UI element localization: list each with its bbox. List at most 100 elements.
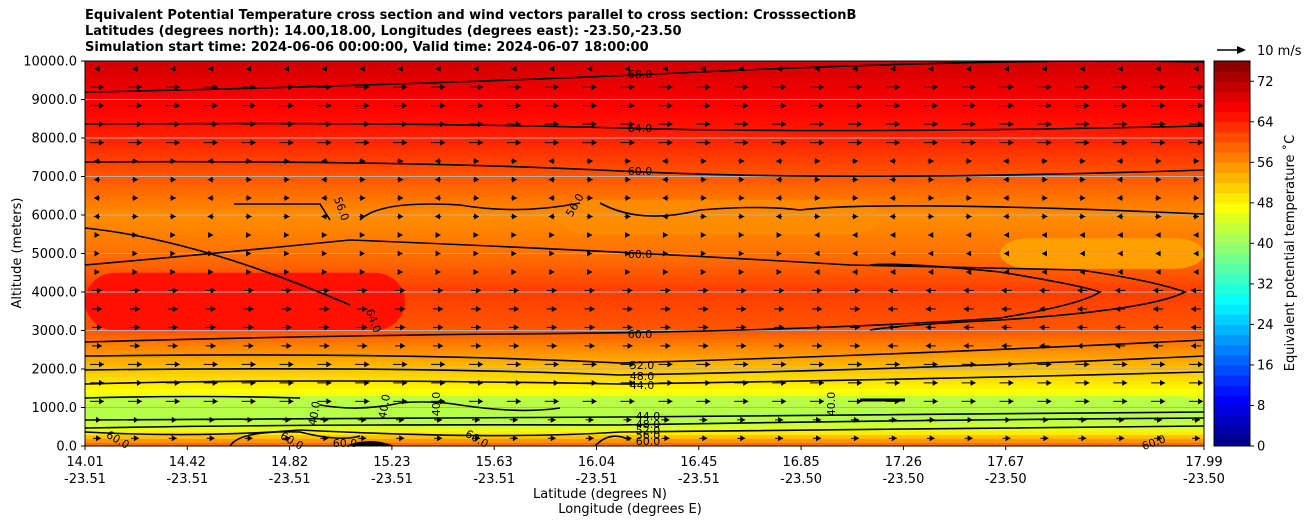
wind-arrow [1041, 176, 1048, 183]
wind-arrow [1193, 195, 1199, 202]
x-tick-label-lon: -23.50 [1183, 472, 1225, 487]
contour-band [85, 276, 1204, 282]
contour-label: 48.0 [630, 370, 655, 383]
contour-band [85, 145, 1204, 151]
wind-arrow [1191, 287, 1201, 294]
wind-arrow [203, 139, 218, 146]
wind-arrow [961, 121, 976, 128]
wind-arrow [999, 139, 1014, 146]
wind-arrow [355, 121, 370, 128]
wind-arrow [1003, 176, 1010, 183]
wind-arrow [393, 121, 408, 128]
wind-arrow [205, 324, 216, 331]
wind-arrow [93, 416, 101, 423]
wind-arrow [129, 342, 140, 349]
wind-arrow [1075, 139, 1090, 146]
contour-band [85, 80, 1204, 85]
wind-arrow [355, 84, 370, 91]
contour-band [85, 234, 1204, 239]
wind-arrow [548, 158, 555, 165]
wind-arrow [1079, 268, 1085, 275]
wind-arrow [1040, 416, 1049, 423]
wind-arrow [357, 305, 368, 312]
wind-arrow [624, 176, 631, 183]
colorbar-segment [1214, 152, 1250, 163]
wind-arrow [506, 84, 521, 91]
contour-band [85, 130, 1204, 135]
wind-arrow [431, 139, 446, 146]
wind-arrow [620, 398, 635, 405]
wind-arrow [734, 139, 749, 146]
wind-arrow [698, 287, 709, 294]
contour-label: 52.0 [636, 424, 661, 437]
colorbar-segment [1214, 283, 1250, 295]
wind-arrow [1189, 379, 1203, 386]
wind-arrow [1189, 121, 1203, 128]
colorbar-segment [1214, 223, 1250, 234]
wind-arrow [435, 176, 442, 183]
wind-arrow [738, 158, 745, 165]
contour-label: 48.0 [636, 418, 661, 431]
wind-arrow [584, 324, 595, 331]
wind-arrow [208, 268, 214, 275]
wind-arrow [1077, 305, 1088, 312]
wind-arrow [472, 195, 479, 202]
colorbar-segment [1214, 314, 1250, 325]
wind-arrow [357, 324, 368, 331]
wind-arrow [241, 361, 256, 368]
wind-arrow [1037, 84, 1052, 91]
contour-band [85, 153, 1204, 158]
wind-arrow [132, 268, 138, 275]
colorbar-segment [1214, 324, 1250, 336]
wind-arrow [772, 361, 787, 368]
colorbar-tick-label: 8 [1257, 399, 1265, 414]
contour-label: 60.0 [628, 165, 653, 178]
wind-arrow [283, 158, 290, 165]
wind-arrow [1193, 268, 1199, 275]
colorbar-label: Equivalent potential temperature ˚C [1282, 135, 1298, 371]
wind-arrow [587, 232, 593, 239]
wind-arrow [847, 102, 862, 109]
contour-band [85, 249, 1204, 255]
wind-arrow [321, 65, 327, 72]
wind-arrow [130, 416, 139, 423]
wind-arrow [1192, 435, 1200, 442]
wind-arrow [1154, 416, 1163, 423]
contour-band [85, 322, 1204, 328]
contour-band [85, 195, 1204, 201]
wind-arrow [397, 158, 404, 165]
wind-arrow [1117, 232, 1123, 239]
wind-arrow [321, 250, 327, 257]
wind-arrow [625, 232, 631, 239]
colorbar-segment [1214, 375, 1250, 386]
colorbar-segment [1214, 71, 1250, 82]
wind-arrow [357, 342, 368, 349]
wind-arrow [1001, 287, 1012, 294]
x-tick-label-lon: -23.51 [64, 472, 106, 487]
contour-label: 40.0 [306, 400, 323, 426]
wind-arrow [395, 287, 406, 294]
wind-arrow [814, 176, 821, 183]
wind-arrow [1041, 65, 1047, 72]
contour-band [85, 268, 1204, 274]
wind-arrow [548, 213, 555, 220]
wind-arrow [772, 379, 787, 386]
wind-arrow [928, 65, 934, 72]
wind-arrow [546, 287, 557, 294]
wind-arrow [472, 176, 479, 183]
wind-arrow [963, 287, 974, 294]
wind-arrow [851, 176, 858, 183]
wind-arrow [1193, 65, 1199, 72]
wind-arrow [396, 435, 405, 442]
wind-arrow [129, 324, 140, 331]
quiver-key-arrowhead [1237, 46, 1246, 54]
wind-arrow [241, 121, 256, 128]
wind-arrow [165, 398, 180, 405]
wind-arrow [431, 398, 446, 405]
colorbar-segment [1214, 243, 1250, 254]
contour-band [85, 388, 1204, 393]
wind-arrow [319, 287, 330, 294]
wind-arrow [890, 268, 896, 275]
wind-arrow [928, 250, 934, 257]
wind-arrow [658, 139, 673, 146]
